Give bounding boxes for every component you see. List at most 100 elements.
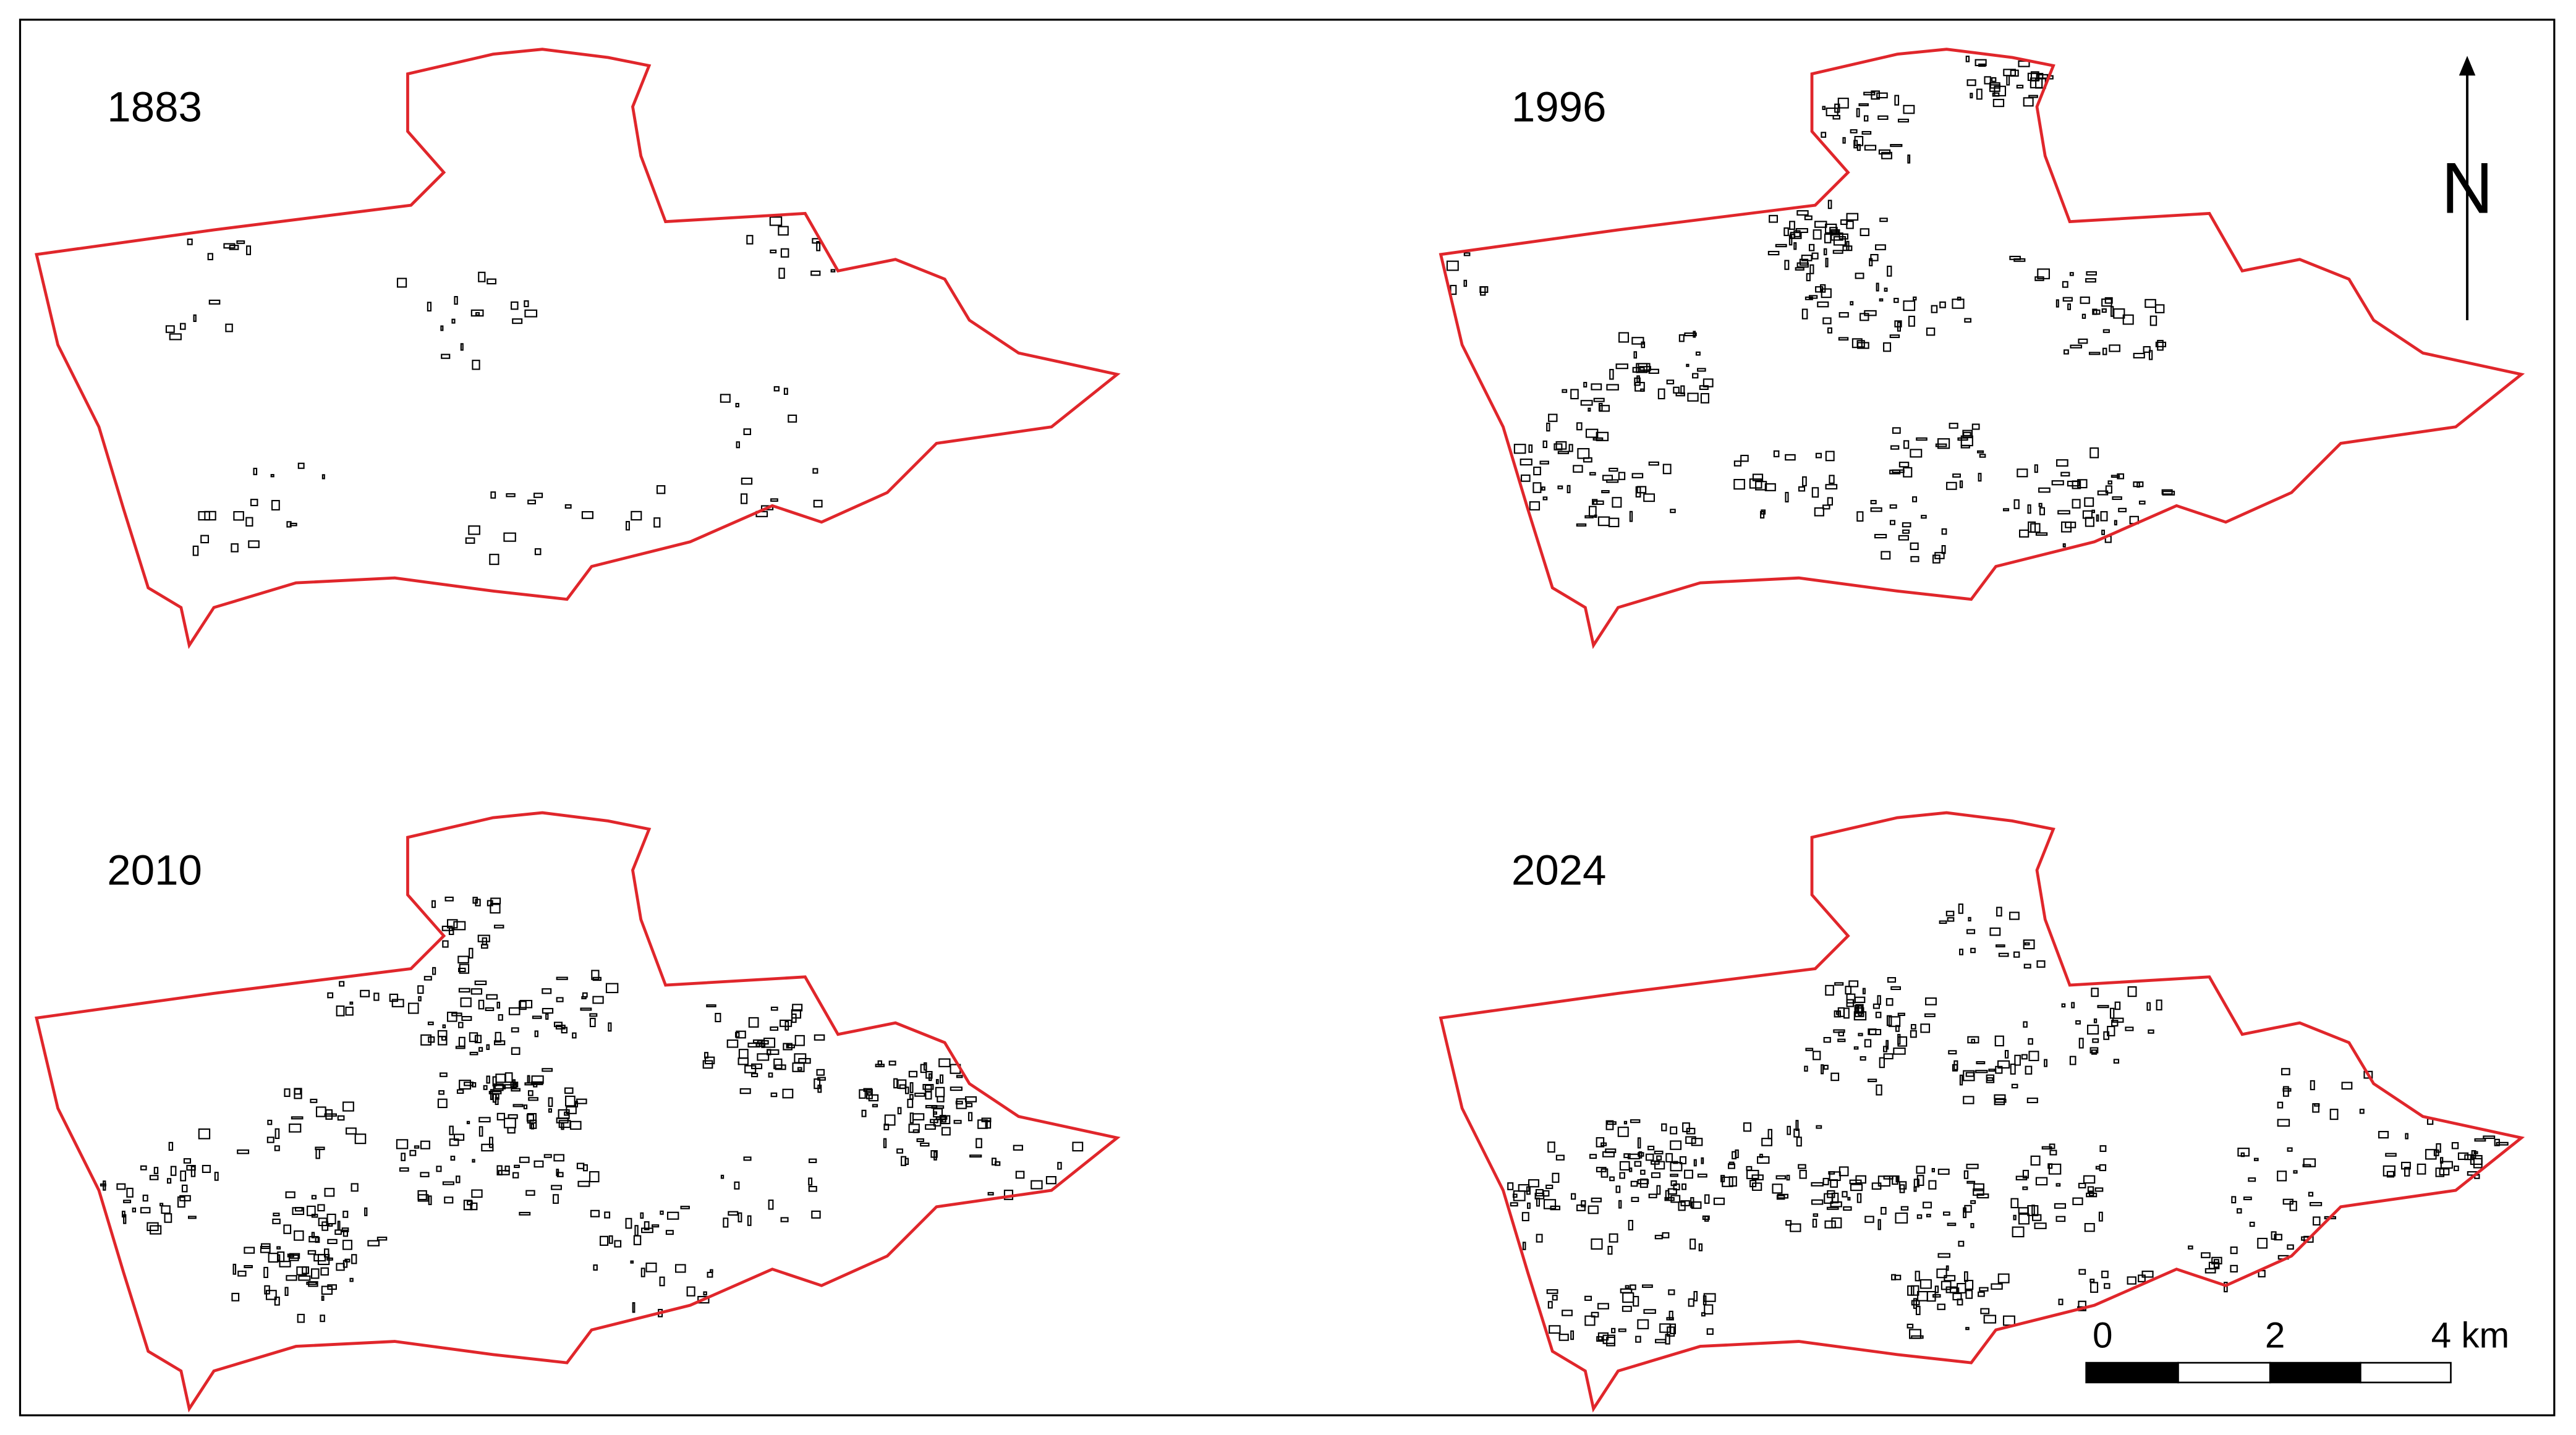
settlement-patch (1920, 1023, 1931, 1033)
settlement-patch (1793, 242, 1797, 250)
settlement-patch (1670, 509, 1676, 514)
settlement-patch (427, 1022, 434, 1025)
settlement-patch (1680, 385, 1685, 394)
settlement-patch (1976, 1061, 1986, 1065)
settlement-patch (453, 1133, 465, 1141)
settlement-patch (2017, 468, 2028, 478)
settlement-patch (1881, 551, 1891, 560)
settlement-patch (534, 548, 542, 556)
settlement-patch (1898, 462, 1910, 468)
settlement-patch (1695, 351, 1701, 356)
settlement-patch (1686, 1127, 1696, 1135)
settlement-patch (2435, 1167, 2445, 1177)
settlement-patch (1858, 103, 1869, 106)
settlement-patch (1824, 1220, 1836, 1229)
settlement-patch (469, 1051, 478, 1056)
settlement-patch (1625, 1285, 1630, 1289)
settlement-patch (1898, 1181, 1907, 1190)
settlement-patch (814, 1078, 821, 1090)
settlement-patch (909, 1112, 914, 1124)
settlement-patch (2089, 1279, 2095, 1283)
settlement-patch (270, 474, 274, 478)
settlement-patch (1654, 1235, 1663, 1240)
settlement-patch (747, 1215, 752, 1226)
settlement-patch (1945, 910, 1955, 916)
settlement-patch (614, 1240, 622, 1248)
settlement-patch (503, 1084, 515, 1089)
settlement-patch (2248, 1177, 2256, 1182)
settlement-patch (1897, 1036, 1908, 1047)
settlement-patch (1916, 1214, 1923, 1219)
settlement-patch (1507, 1182, 1514, 1190)
settlement-patch (2104, 297, 2113, 304)
settlement-patch (1767, 250, 1780, 256)
settlement-patch (1684, 332, 1697, 337)
settlement-patch (859, 1089, 866, 1099)
settlement-patch (1877, 115, 1889, 120)
settlement-patch (641, 1227, 653, 1234)
settlement-patch (2113, 1059, 2120, 1064)
settlement-patch (1777, 1193, 1789, 1199)
settlement-patch (1821, 288, 1832, 298)
settlement-patch (933, 1108, 943, 1118)
settlement-patch (1528, 1179, 1539, 1188)
settlement-patch (459, 963, 470, 974)
settlement-patch (969, 1154, 982, 1158)
settlement-patch (2038, 487, 2051, 493)
settlement-patch (1967, 1036, 1979, 1044)
settlement-patch (311, 1195, 317, 1200)
settlement-patch (523, 1104, 528, 1109)
settlement-patch (1645, 1153, 1654, 1161)
settlement-patch (2055, 1183, 2061, 1187)
settlement-patch (2237, 1208, 2242, 1214)
settlement-patch (495, 1073, 506, 1083)
settlement-patch (100, 1183, 106, 1187)
settlement-patch (770, 1027, 779, 1031)
settlement-patch (490, 491, 496, 499)
settlement-patch (2078, 338, 2088, 344)
settlement-patch (556, 997, 564, 1002)
settlement-patch (506, 493, 516, 497)
settlement-patch (490, 1089, 493, 1101)
settlement-patch (1869, 258, 1873, 266)
settlement-patch (294, 1230, 304, 1241)
settlement-patch (1937, 1169, 1950, 1175)
settlement-patch (1609, 368, 1614, 380)
settlement-patch (2070, 344, 2083, 349)
settlement-patch (279, 1261, 291, 1268)
settlement-patch (2146, 1002, 2151, 1011)
settlement-patch (469, 1032, 478, 1043)
settlement-patch (1960, 444, 1970, 449)
settlement-patch (486, 994, 498, 1000)
settlement-patch (2101, 1271, 2109, 1279)
settlement-patch (1822, 106, 1826, 111)
settlement-patch (1547, 1301, 1553, 1309)
settlement-patch (437, 1098, 448, 1109)
settlement-patch (1685, 1136, 1696, 1144)
settlement-patch (448, 927, 454, 936)
settlement-patch (953, 1120, 962, 1124)
settlement-patch (1631, 473, 1644, 478)
settlement-patch (2072, 499, 2081, 509)
settlement-patch (792, 1004, 803, 1012)
settlement-patch (232, 1263, 237, 1275)
settlement-patch (1584, 1315, 1596, 1326)
settlement-patch (916, 1138, 925, 1143)
settlement-patch (1965, 1327, 1970, 1331)
settlement-patch (1945, 1265, 1949, 1271)
settlement-patch (1654, 1150, 1664, 1154)
settlement-patch (1890, 986, 1901, 991)
settlement-patch (908, 1070, 918, 1078)
settlement-patch (408, 1002, 419, 1014)
settlement-patch (349, 1277, 354, 1282)
settlement-patch (1543, 1199, 1557, 1209)
settlement-patch (307, 1250, 317, 1255)
settlement-patch (248, 540, 260, 548)
settlement-patch (720, 394, 731, 403)
settlement-patch (2312, 1103, 2319, 1113)
settlement-patch (893, 1078, 898, 1089)
settlement-patch (590, 1209, 600, 1217)
settlement-patch (697, 1295, 710, 1304)
settlement-patch (294, 1206, 303, 1212)
settlement-patch (307, 1205, 316, 1216)
